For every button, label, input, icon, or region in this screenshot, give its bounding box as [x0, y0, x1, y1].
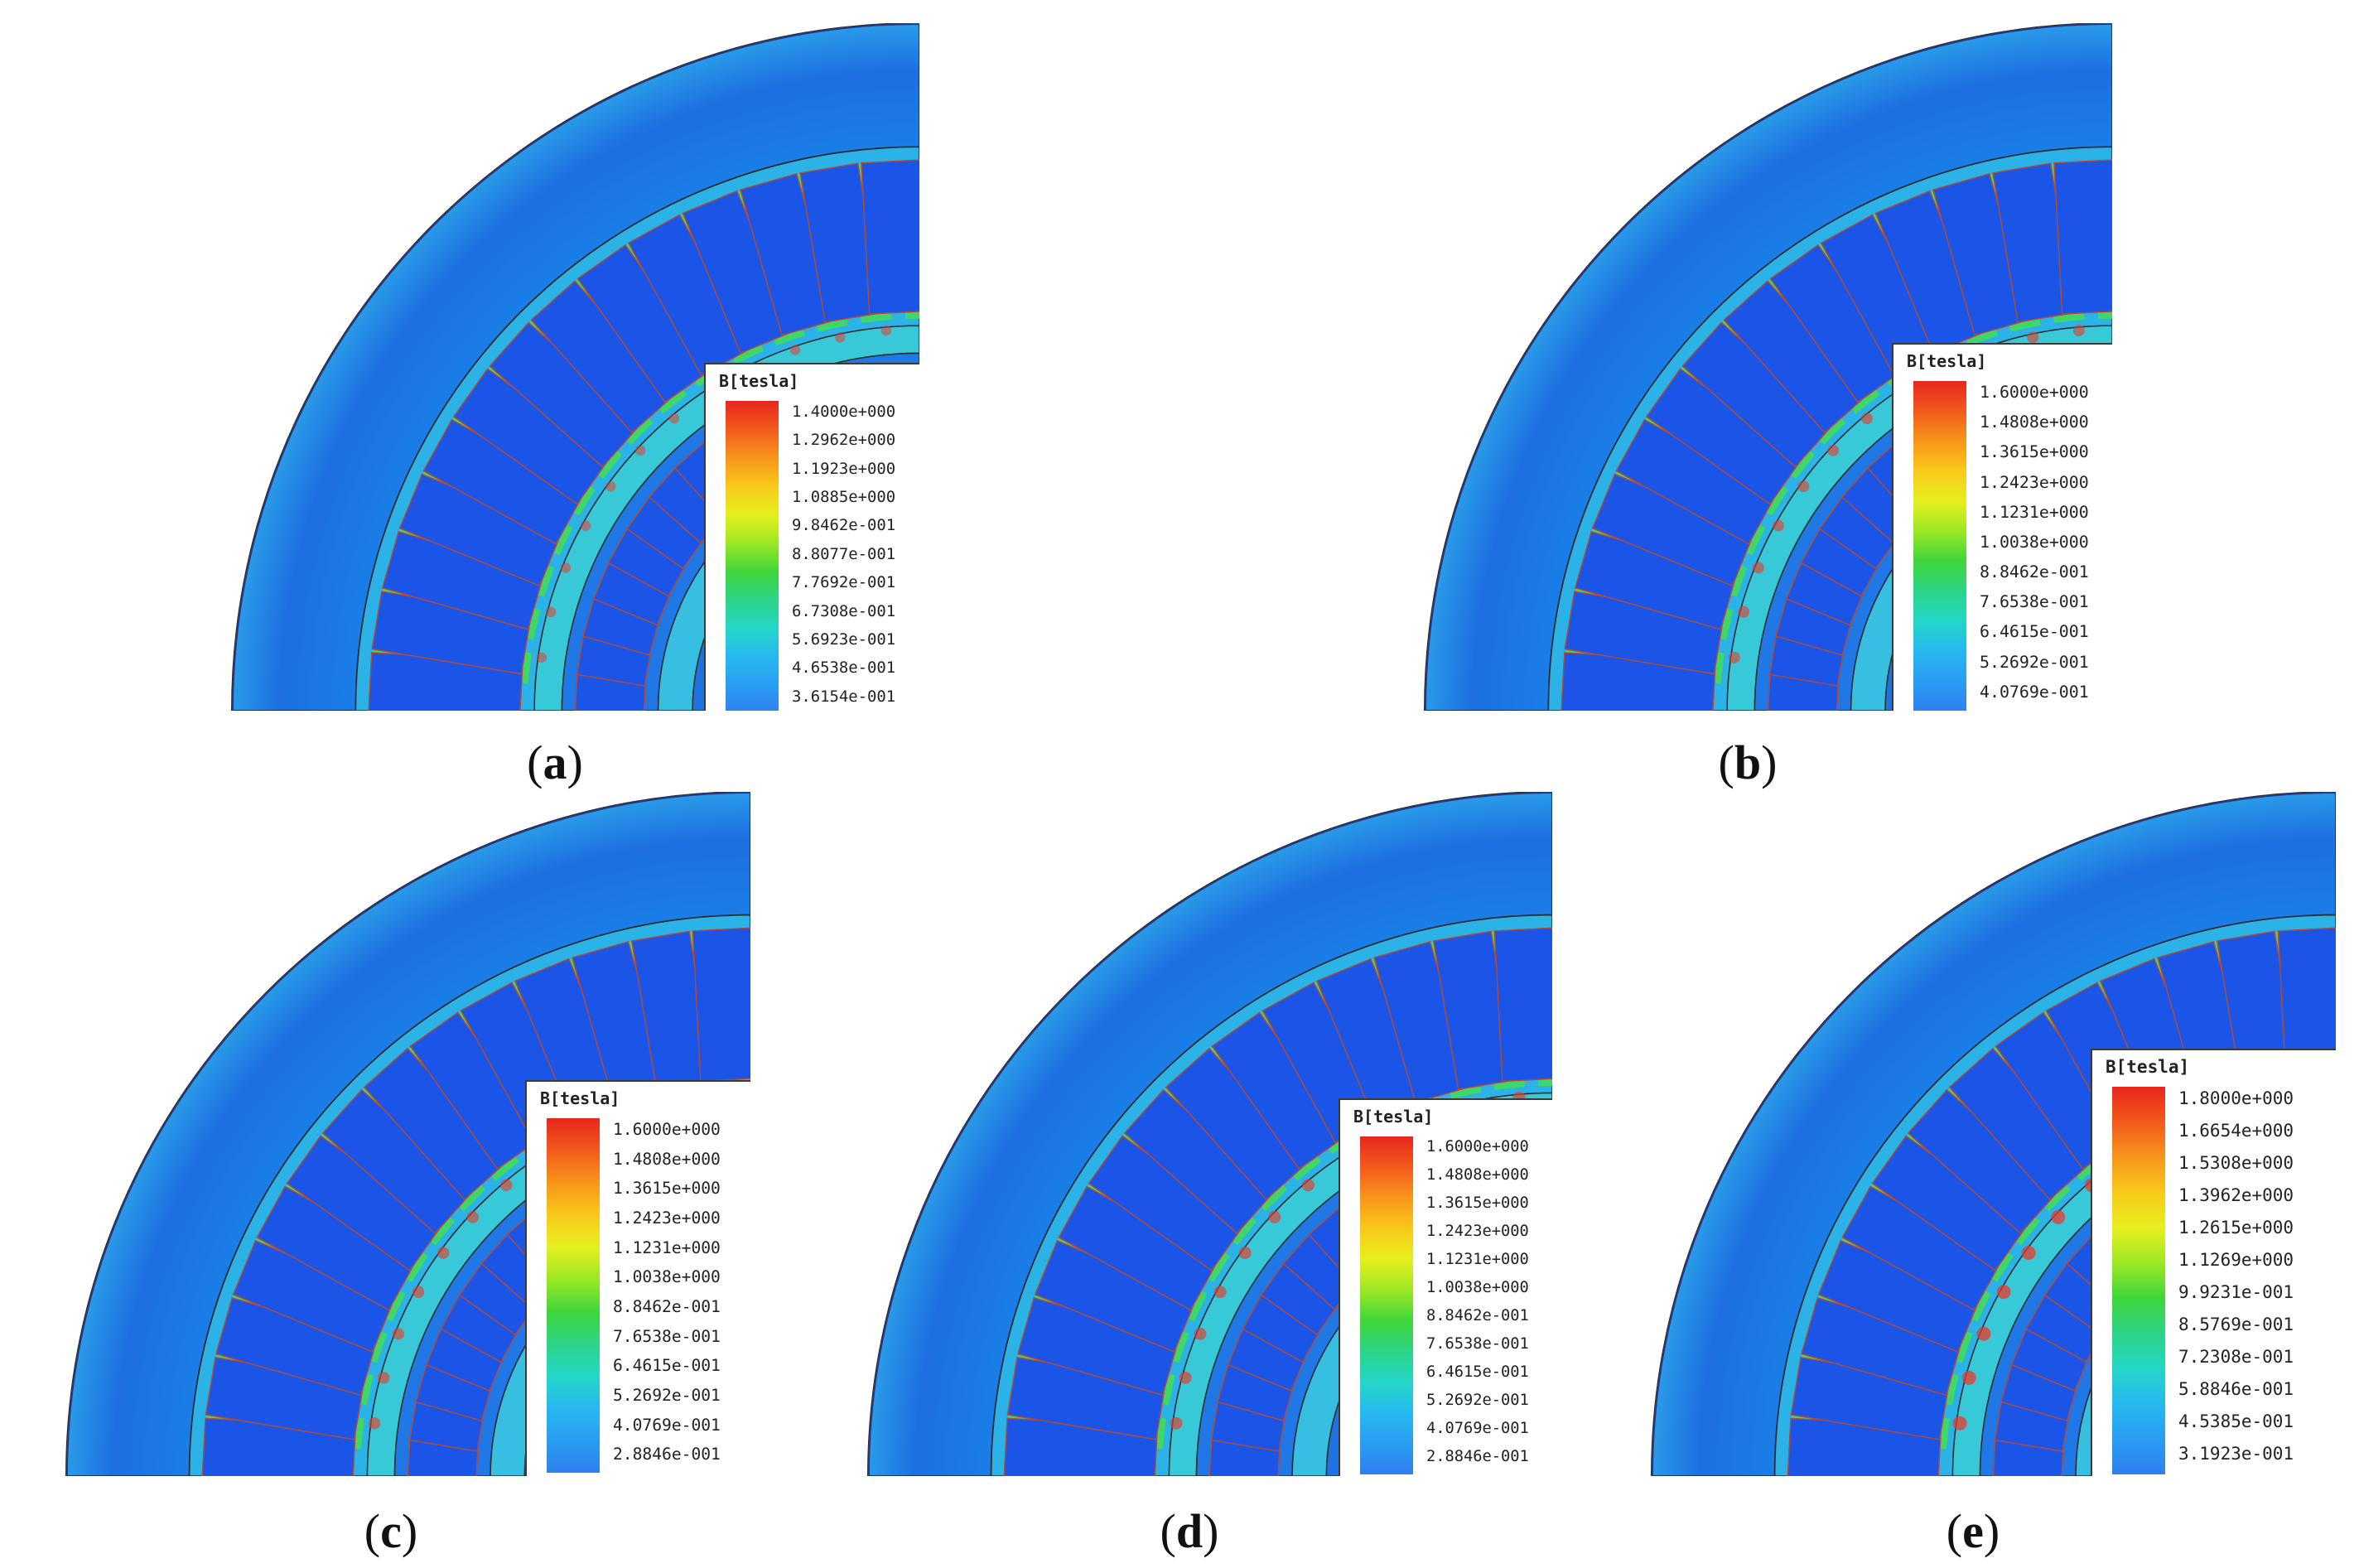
legend-value: 4.0769e-001 [1980, 682, 2089, 702]
legend-value: 1.5308e+000 [2178, 1153, 2294, 1173]
legend-value: 8.8077e-001 [792, 544, 896, 563]
legend-value: 1.0038e+000 [1426, 1279, 1529, 1296]
legend-value: 1.4000e+000 [792, 403, 896, 421]
panel-a: B[tesla] 1.4000e+000 1.2962e+000 1.1923e+0… [187, 23, 919, 711]
legend-value: 3.1923e-001 [2178, 1444, 2294, 1464]
legend-value: 2.8846e-001 [1426, 1448, 1529, 1465]
legend-value: 1.0038e+000 [613, 1267, 721, 1287]
legend-value: 9.9231e-001 [2178, 1282, 2294, 1302]
caption-c: (c) [364, 1504, 418, 1558]
legend-value: 8.8462e-001 [1426, 1307, 1529, 1324]
legend-value: 5.6923e-001 [792, 630, 896, 649]
legend-value: 7.6538e-001 [1980, 592, 2089, 612]
legend-value: 1.6654e+000 [2178, 1121, 2294, 1141]
legend-title: B[tesla] [719, 371, 799, 391]
legend-title: B[tesla] [2106, 1057, 2190, 1077]
legend-value: 1.6000e+000 [613, 1120, 721, 1139]
legend-value: 7.6538e-001 [613, 1326, 721, 1346]
legend-value: 5.8846e-001 [2178, 1379, 2294, 1399]
color-scale [1360, 1136, 1413, 1474]
panel-e: B[tesla] 1.8000e+000 1.6654e+000 1.5308e+0… [1607, 792, 2336, 1476]
legend-value: 1.3615e+000 [1426, 1194, 1529, 1212]
legend-value: 1.4808e+000 [1980, 413, 2089, 432]
legend-value: 4.6538e-001 [792, 659, 896, 678]
legend-value: 1.2962e+000 [792, 431, 896, 450]
legend-value: 1.4808e+000 [613, 1149, 721, 1169]
legend-value: 1.4808e+000 [1426, 1166, 1529, 1184]
legend-value: 4.5385e-001 [2178, 1411, 2294, 1431]
legend-e: B[tesla] 1.8000e+000 1.6654e+000 1.5308e+0… [2091, 1049, 2336, 1476]
legend-value: 8.8462e-001 [1980, 562, 2089, 582]
legend-value: 1.8000e+000 [2178, 1088, 2294, 1108]
legend-value: 9.8462e-001 [792, 516, 896, 535]
caption-d: (d) [1160, 1504, 1219, 1558]
legend-value: 1.1231e+000 [1426, 1251, 1529, 1268]
legend-a: B[tesla] 1.4000e+000 1.2962e+000 1.1923e+0… [704, 363, 919, 711]
color-scale [547, 1118, 600, 1473]
legend-value: 8.8462e-001 [613, 1297, 721, 1316]
legend-value: 1.3962e+000 [2178, 1185, 2294, 1205]
legend-value: 7.2308e-001 [2178, 1347, 2294, 1367]
legend-value: 3.6154e-001 [792, 687, 896, 706]
legend-value: 1.1231e+000 [613, 1238, 721, 1257]
caption-e: (e) [1946, 1504, 2000, 1558]
legend-value: 1.0038e+000 [1980, 532, 2089, 552]
legend-value: 1.6000e+000 [1426, 1138, 1529, 1155]
color-scale [1913, 381, 1966, 711]
legend-value: 6.4615e-001 [1980, 622, 2089, 642]
legend-title: B[tesla] [1907, 351, 1987, 371]
legend-title: B[tesla] [1353, 1107, 1434, 1127]
legend-value: 5.2692e-001 [613, 1386, 721, 1405]
legend-value: 1.6000e+000 [1980, 383, 2089, 402]
machine-cross-section [866, 792, 1552, 1476]
legend-value: 4.0769e-001 [613, 1415, 721, 1435]
caption-b: (b) [1718, 736, 1778, 789]
panel-b: B[tesla] 1.6000e+000 1.4808e+000 1.3615e+0… [1382, 23, 2112, 711]
legend-value: 6.4615e-001 [1426, 1363, 1529, 1381]
legend-value: 1.2615e+000 [2178, 1218, 2294, 1238]
legend-value: 4.0769e-001 [1426, 1420, 1529, 1437]
panel-d: B[tesla] 1.6000e+000 1.4808e+000 1.3615e+0… [825, 792, 1552, 1476]
legend-value: 5.2692e-001 [1426, 1392, 1529, 1409]
legend-value: 5.2692e-001 [1980, 652, 2089, 672]
legend-value: 6.7308e-001 [792, 601, 896, 620]
legend-value: 1.0885e+000 [792, 488, 896, 507]
legend-b: B[tesla] 1.6000e+000 1.4808e+000 1.3615e+0… [1892, 343, 2112, 711]
legend-title: B[tesla] [540, 1088, 620, 1108]
legend-value: 1.2423e+000 [1980, 472, 2089, 492]
color-scale [726, 401, 779, 711]
legend-value: 1.3615e+000 [1980, 442, 2089, 462]
legend-value: 1.3615e+000 [613, 1179, 721, 1199]
legend-value: 1.2423e+000 [613, 1209, 721, 1228]
color-scale [2112, 1087, 2165, 1474]
legend-value: 7.7692e-001 [792, 573, 896, 592]
legend-value: 1.1269e+000 [2178, 1250, 2294, 1270]
legend-value: 1.1231e+000 [1980, 502, 2089, 522]
legend-value: 6.4615e-001 [613, 1356, 721, 1376]
legend-d: B[tesla] 1.6000e+000 1.4808e+000 1.3615e+0… [1339, 1098, 1552, 1476]
legend-value: 7.6538e-001 [1426, 1335, 1529, 1353]
legend-c: B[tesla] 1.6000e+000 1.4808e+000 1.3615e+0… [525, 1080, 750, 1476]
legend-value: 2.8846e-001 [613, 1445, 721, 1464]
legend-value: 8.5769e-001 [2178, 1315, 2294, 1334]
flux-density-plot-d [866, 792, 1552, 1476]
legend-value: 1.2423e+000 [1426, 1223, 1529, 1240]
legend-value: 1.1923e+000 [792, 459, 896, 478]
panel-c: B[tesla] 1.6000e+000 1.4808e+000 1.3615e+0… [23, 792, 750, 1476]
caption-a: (a) [527, 736, 583, 789]
